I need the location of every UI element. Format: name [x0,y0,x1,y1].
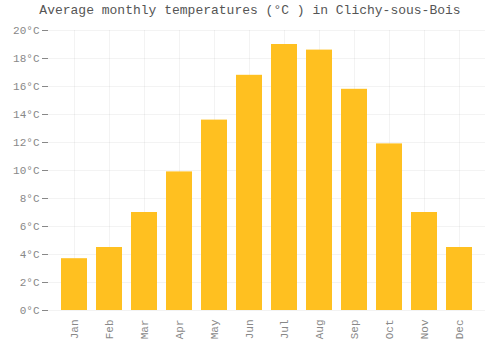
svg-text:Jan: Jan [69,320,81,340]
svg-text:Apr: Apr [174,320,186,340]
svg-text:Feb: Feb [104,320,116,340]
svg-text:4°C: 4°C [20,249,40,261]
svg-text:14°C: 14°C [13,109,40,121]
svg-text:12°C: 12°C [13,137,40,149]
svg-text:18°C: 18°C [13,53,40,65]
svg-text:May: May [209,319,221,339]
svg-text:Aug: Aug [314,320,326,340]
svg-text:20°C: 20°C [13,25,40,37]
svg-text:6°C: 6°C [20,221,40,233]
svg-text:Mar: Mar [139,320,151,340]
svg-text:Nov: Nov [419,319,431,339]
svg-text:Jul: Jul [279,320,291,340]
svg-text:Oct: Oct [384,320,396,340]
html-text:Average monthly temperatures (: Average monthly temperatures (°C ) in Cl… [39,3,461,18]
svg-text:0°C: 0°C [20,305,40,317]
svg-text:8°C: 8°C [20,193,40,205]
svg-text:Dec: Dec [454,320,466,340]
svg-text:Sep: Sep [349,320,361,340]
svg-text:2°C: 2°C [20,277,40,289]
svg-text:16°C: 16°C [13,81,40,93]
svg-text:10°C: 10°C [13,165,40,177]
svg-text:Jun: Jun [244,320,256,340]
